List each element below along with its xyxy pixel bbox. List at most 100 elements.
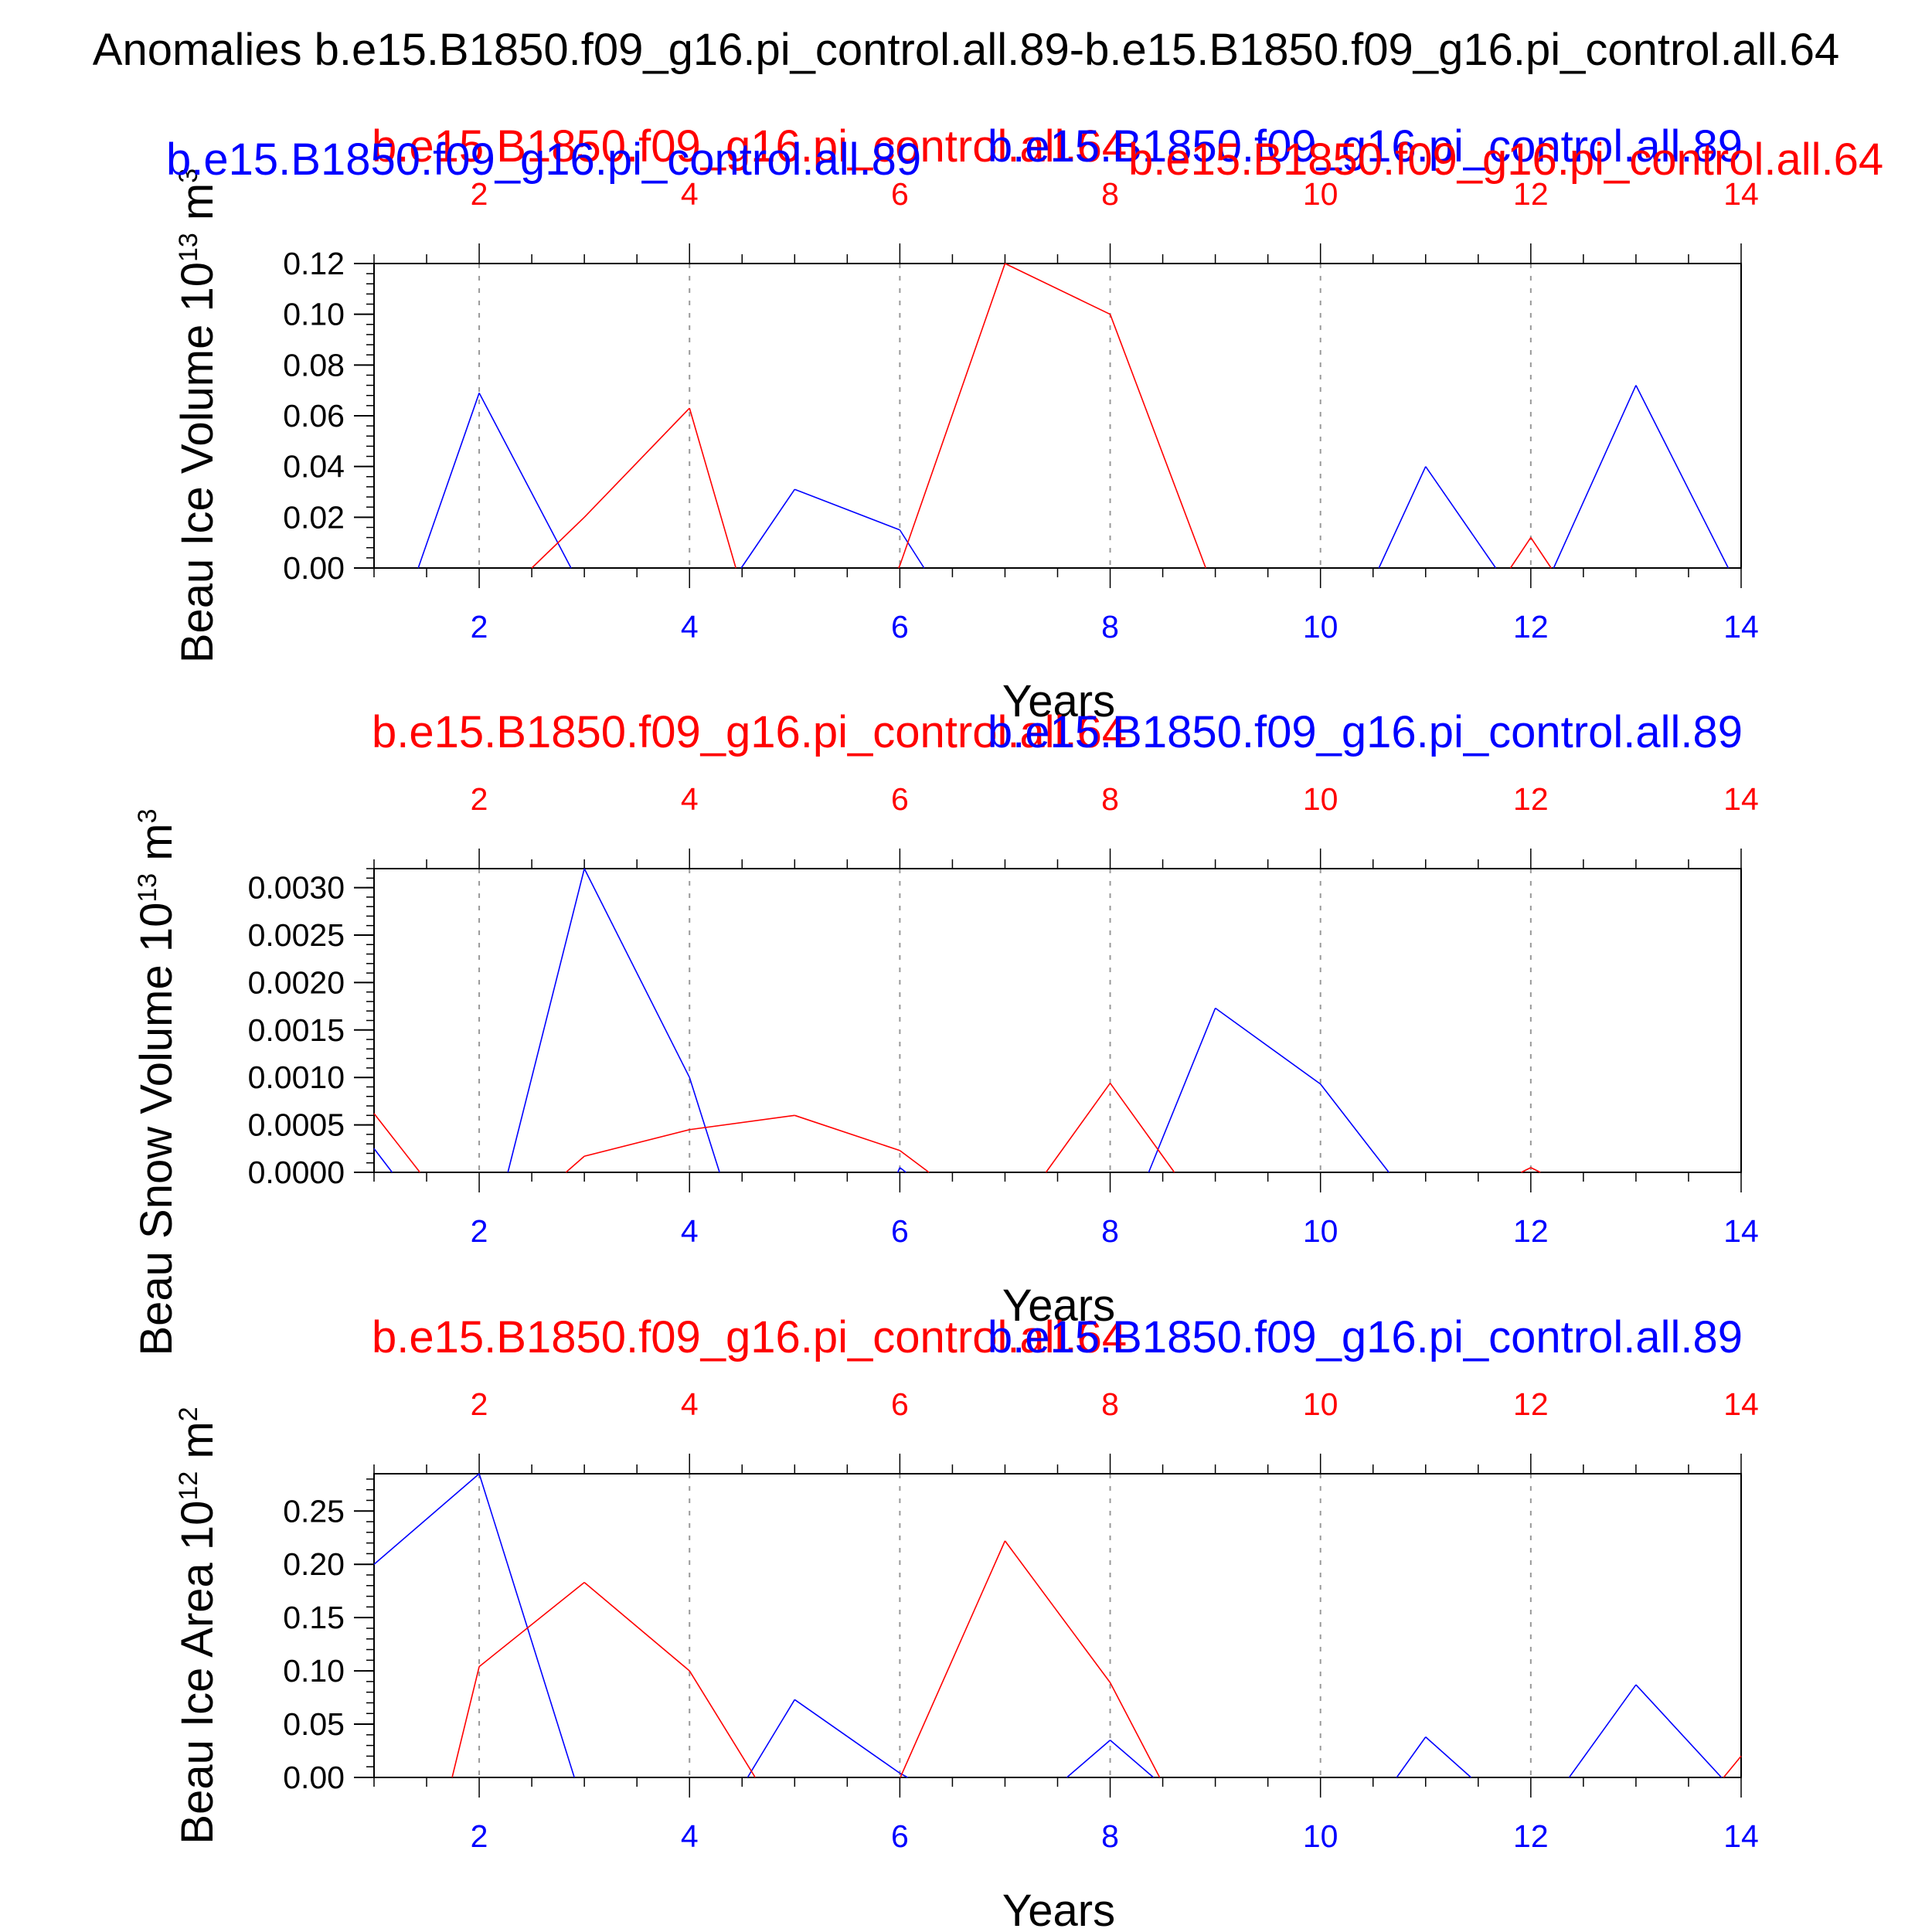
y-tick-label: 0.06 (283, 398, 345, 434)
series-line-run-a (747, 1699, 795, 1778)
series-line-run-a (1066, 1740, 1111, 1778)
page-title: Anomalies b.e15.B1850.f09_g16.pi_control… (93, 25, 1839, 75)
x-tick-label-bottom: 2 (471, 1818, 488, 1854)
x-tick-label-bottom: 10 (1303, 1818, 1338, 1854)
x-tick-label-bottom: 10 (1303, 609, 1338, 645)
x-tick-label-bottom: 8 (1101, 1818, 1119, 1854)
plot-frame (373, 868, 1742, 1173)
series-line-run-b (478, 1582, 585, 1668)
y-axis-title-part: Beau Ice Volume 10 (172, 262, 223, 663)
series-line-run-a (1320, 1083, 1389, 1173)
x-tick-label-top: 4 (681, 781, 699, 817)
y-tick-label: 0.10 (283, 1653, 345, 1689)
series-line-run-b (373, 1113, 421, 1173)
series-label-run-a: b.e15.B1850.f09_g16.pi_control.all.89 (988, 707, 1743, 757)
x-axis-title: Years (1002, 676, 1115, 726)
series-line-run-b (1109, 1083, 1175, 1173)
y-tick-label: 0.0000 (248, 1155, 345, 1190)
x-tick-label-bottom: 4 (681, 1213, 699, 1249)
x-tick-label-top: 12 (1513, 781, 1549, 817)
y-axis-title-superscript: 3 (174, 168, 203, 183)
y-axis-title-part: Beau Snow Volume 10 (131, 903, 182, 1356)
series-line-run-a (1425, 466, 1497, 569)
series-line-run-b (899, 1150, 930, 1173)
y-axis-title: Beau Ice Volume 1013 m3 (172, 168, 223, 663)
series-line-run-b (1045, 1083, 1111, 1173)
series-line-run-a (1568, 1684, 1637, 1778)
x-tick-label-bottom: 6 (891, 609, 909, 645)
series-line-run-b (1005, 263, 1111, 315)
y-axis-title-superscript: 2 (174, 1406, 203, 1421)
x-tick-label-bottom: 2 (471, 1213, 488, 1249)
series-line-run-b (1509, 537, 1532, 569)
series-line-run-b (1109, 314, 1206, 569)
x-tick-label-top: 12 (1513, 1386, 1549, 1422)
series-line-run-a (794, 488, 900, 531)
series-line-run-b (583, 1128, 690, 1157)
series-line-run-a (896, 1167, 901, 1173)
x-tick-label-bottom: 14 (1723, 1818, 1759, 1854)
x-tick-label-top: 14 (1723, 1386, 1759, 1422)
y-axis-title-superscript: 13 (174, 233, 203, 262)
y-tick-label: 0.0010 (248, 1060, 345, 1095)
y-tick-label: 0.0015 (248, 1012, 345, 1048)
plot-frame (373, 1473, 1742, 1778)
series-label-run-a: b.e15.B1850.f09_g16.pi_control.all.89 (988, 121, 1743, 172)
series-line-run-b (583, 407, 690, 518)
x-tick-label-bottom: 12 (1513, 609, 1549, 645)
series-line-run-a (1425, 1736, 1472, 1778)
series-line-run-b (1109, 1682, 1161, 1778)
series-line-run-a (1635, 1684, 1723, 1778)
x-tick-label-bottom: 14 (1723, 1213, 1759, 1249)
series-line-run-b (689, 407, 736, 569)
y-tick-label: 0.05 (283, 1706, 345, 1742)
series-line-run-a (373, 1473, 480, 1565)
series-line-run-a (1215, 1007, 1321, 1085)
x-tick-label-top: 10 (1303, 176, 1338, 212)
x-tick-label-top: 6 (891, 1386, 909, 1422)
y-axis-title-part: m (172, 183, 223, 233)
series-line-run-b (900, 1540, 1006, 1778)
y-tick-label: 0.12 (283, 246, 345, 281)
x-tick-label-top: 6 (891, 176, 909, 212)
x-tick-label-top: 6 (891, 781, 909, 817)
y-axis-title-superscript: 3 (133, 808, 162, 823)
series-line-run-a (689, 1077, 720, 1173)
y-axis-title-part: m (172, 1421, 223, 1471)
x-tick-label-top: 14 (1723, 176, 1759, 212)
y-tick-label: 0.08 (283, 347, 345, 383)
x-tick-label-bottom: 6 (891, 1818, 909, 1854)
x-tick-label-bottom: 6 (891, 1213, 909, 1249)
y-tick-label: 0.20 (283, 1546, 345, 1582)
series-line-run-a (478, 393, 572, 569)
series-line-run-b (899, 263, 1006, 566)
series-line-run-a (1110, 1740, 1155, 1778)
x-tick-label-bottom: 4 (681, 609, 699, 645)
y-axis-title-part: Beau Ice Area 10 (172, 1501, 223, 1845)
x-tick-label-bottom: 8 (1101, 1213, 1119, 1249)
x-tick-label-top: 8 (1101, 781, 1119, 817)
series-line-run-a (373, 1148, 393, 1173)
x-tick-label-top: 2 (471, 176, 488, 212)
y-tick-label: 0.0025 (248, 917, 345, 953)
y-tick-label: 0.0005 (248, 1107, 345, 1143)
series-line-run-b (531, 516, 585, 569)
series-line-run-b (1530, 537, 1552, 569)
x-tick-label-bottom: 10 (1303, 1213, 1338, 1249)
x-tick-label-top: 12 (1513, 176, 1549, 212)
series-line-run-a (478, 1473, 575, 1778)
series-line-run-b (565, 1155, 585, 1173)
series-line-run-a (1378, 466, 1427, 569)
y-axis-title: Beau Snow Volume 1013 m3 (131, 808, 182, 1355)
series-line-run-a (1635, 385, 1730, 569)
y-axis-title: Beau Ice Area 1012 m2 (172, 1406, 223, 1844)
series-line-run-a (900, 1772, 908, 1778)
series-label-run-b: b.e15.B1850.f09_g16.pi_control.all.64 (1128, 134, 1883, 185)
chart-panel-2: 0.0000 0.0005 0.0010 0.0015 0.0020 0.0025 0.00… (131, 707, 1759, 1356)
series-line-run-a (740, 488, 795, 569)
series-line-run-a (417, 393, 480, 569)
series-line-run-a (583, 868, 690, 1078)
x-tick-label-top: 4 (681, 176, 699, 212)
